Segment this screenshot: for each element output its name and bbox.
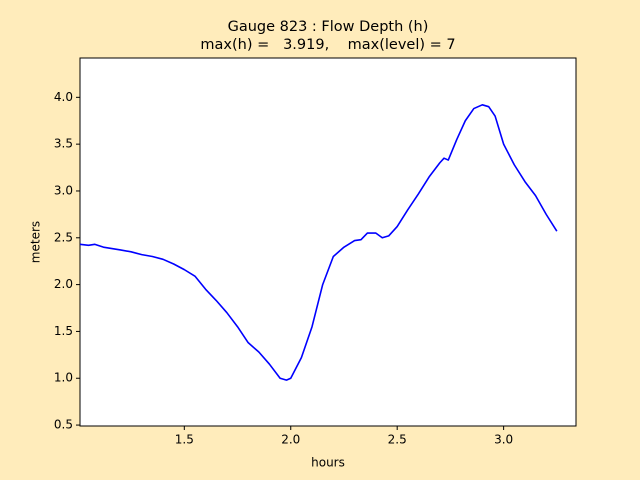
y-tick-label: 2.5 — [54, 230, 73, 244]
y-tick-label: 1.0 — [54, 371, 73, 385]
plot-area — [79, 57, 577, 427]
x-tick-label: 1.5 — [175, 433, 194, 447]
y-tick-label: 0.5 — [54, 418, 73, 432]
data-line — [79, 104, 558, 381]
x-tick-label: 3.0 — [494, 433, 513, 447]
x-axis-label: hours — [311, 456, 345, 470]
x-tick-label: 2.0 — [281, 433, 300, 447]
y-tick-label: 3.0 — [54, 183, 73, 197]
x-tick-label: 2.5 — [388, 433, 407, 447]
y-tick-label: 1.5 — [54, 324, 73, 338]
chart-title: Gauge 823 : Flow Depth (h) — [228, 19, 429, 35]
y-tick-label: 2.0 — [54, 277, 73, 291]
y-tick-label: 4.0 — [54, 90, 73, 104]
y-tick-label: 3.5 — [54, 137, 73, 151]
chart-subtitle: max(h) = 3.919, max(level) = 7 — [200, 37, 455, 53]
y-axis-label: meters — [29, 221, 43, 263]
